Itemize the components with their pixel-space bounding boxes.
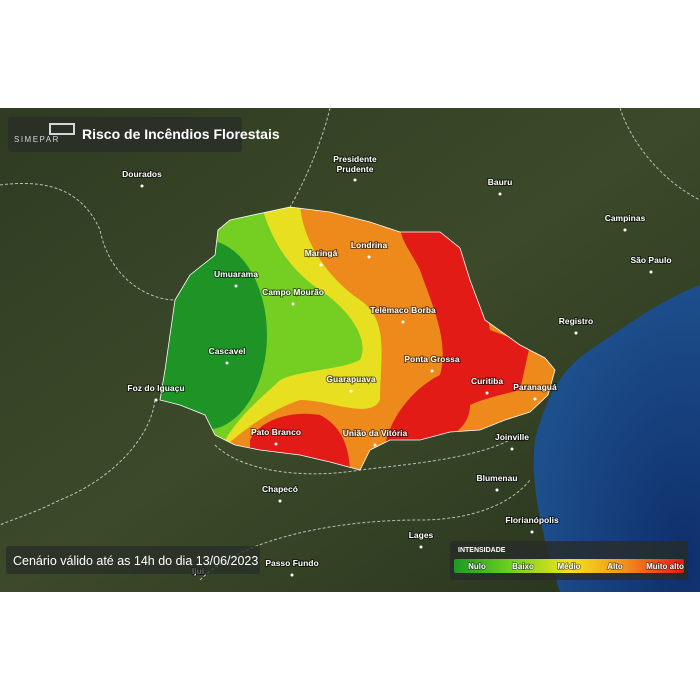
city-label: Registro [559, 316, 593, 326]
city-dot [510, 447, 514, 451]
city-label: Chapecó [262, 484, 298, 494]
city-dot [495, 488, 499, 492]
basemap [0, 107, 700, 592]
legend: INTENSIDADE Nulo Baixo Médio Alto Muito alto [450, 541, 688, 580]
city-label: Lages [409, 530, 434, 540]
legend-label: Nulo [468, 562, 486, 571]
city-label: Bauru [488, 177, 513, 187]
city-dot [530, 530, 534, 534]
state-border [159, 206, 556, 471]
city-label: Passo Fundo [265, 558, 318, 568]
city-label: União da Vitória [343, 428, 408, 438]
city-dot [533, 397, 537, 401]
city-dot [225, 361, 229, 365]
city-dot [430, 369, 434, 373]
city-label: Paranaguá [513, 382, 557, 392]
city-dot [419, 545, 423, 549]
city-dot [649, 270, 653, 274]
city-label: Blumenau [476, 473, 517, 483]
city-dot [498, 192, 502, 196]
city-dot [154, 398, 158, 402]
title-box: SIMEPAR Risco de Incêndios Florestais [8, 117, 280, 152]
city-label: Cascavel [209, 346, 246, 356]
city-layer: Dourados Presidente Prudente Bauru Campinas S… [121, 153, 672, 577]
city-dot [623, 228, 627, 232]
city-dot [290, 573, 294, 577]
legend-label: Médio [557, 562, 580, 571]
title: Risco de Incêndios Florestais [82, 126, 280, 142]
city-dot [367, 255, 371, 259]
city-label: Ponta Grossa [404, 354, 460, 364]
logo-icon [49, 123, 75, 135]
city-label: Pato Branco [251, 427, 301, 437]
city-dot [353, 178, 357, 182]
city-label: Guarapuava [326, 374, 375, 384]
legend-label: Alto [607, 562, 623, 571]
city-label: Maringá [305, 248, 338, 258]
city-label: Curitiba [471, 376, 503, 386]
city-dot [349, 389, 353, 393]
legend-scale [454, 559, 684, 573]
legend-title: INTENSIDADE [458, 547, 506, 554]
city-label: Florianópolis [505, 515, 559, 525]
city-label: São Paulo [630, 255, 671, 265]
scenario: Cenário válido até as 14h do dia 13/06/2… [13, 554, 258, 568]
city-dot [234, 284, 238, 288]
city-label: Umuarama [214, 269, 258, 279]
city-label: Joinville [495, 432, 529, 442]
logo-text: SIMEPAR [14, 135, 60, 144]
city-dot [574, 331, 578, 335]
city-dot [291, 302, 295, 306]
city-dot [278, 499, 282, 503]
city-dot [140, 184, 144, 188]
city-label: Campo Mourão [262, 287, 324, 297]
city-dot [485, 391, 489, 395]
city-label: Presidente Prudente [333, 154, 377, 174]
city-dot [373, 443, 377, 447]
city-label: Campinas [605, 213, 646, 223]
scenario-box: Cenário válido até as 14h do dia 13/06/2… [6, 546, 260, 574]
city-dot [319, 263, 323, 267]
city-dot [401, 320, 405, 324]
legend-label: Baixo [512, 562, 534, 571]
legend-label: Muito alto [646, 562, 684, 571]
city-label: Londrina [351, 240, 388, 250]
city-label: Dourados [122, 169, 162, 179]
city-label: Foz do Iguaçu [127, 383, 184, 393]
city-label: Telêmaco Borba [370, 305, 436, 315]
city-dot [274, 442, 278, 446]
